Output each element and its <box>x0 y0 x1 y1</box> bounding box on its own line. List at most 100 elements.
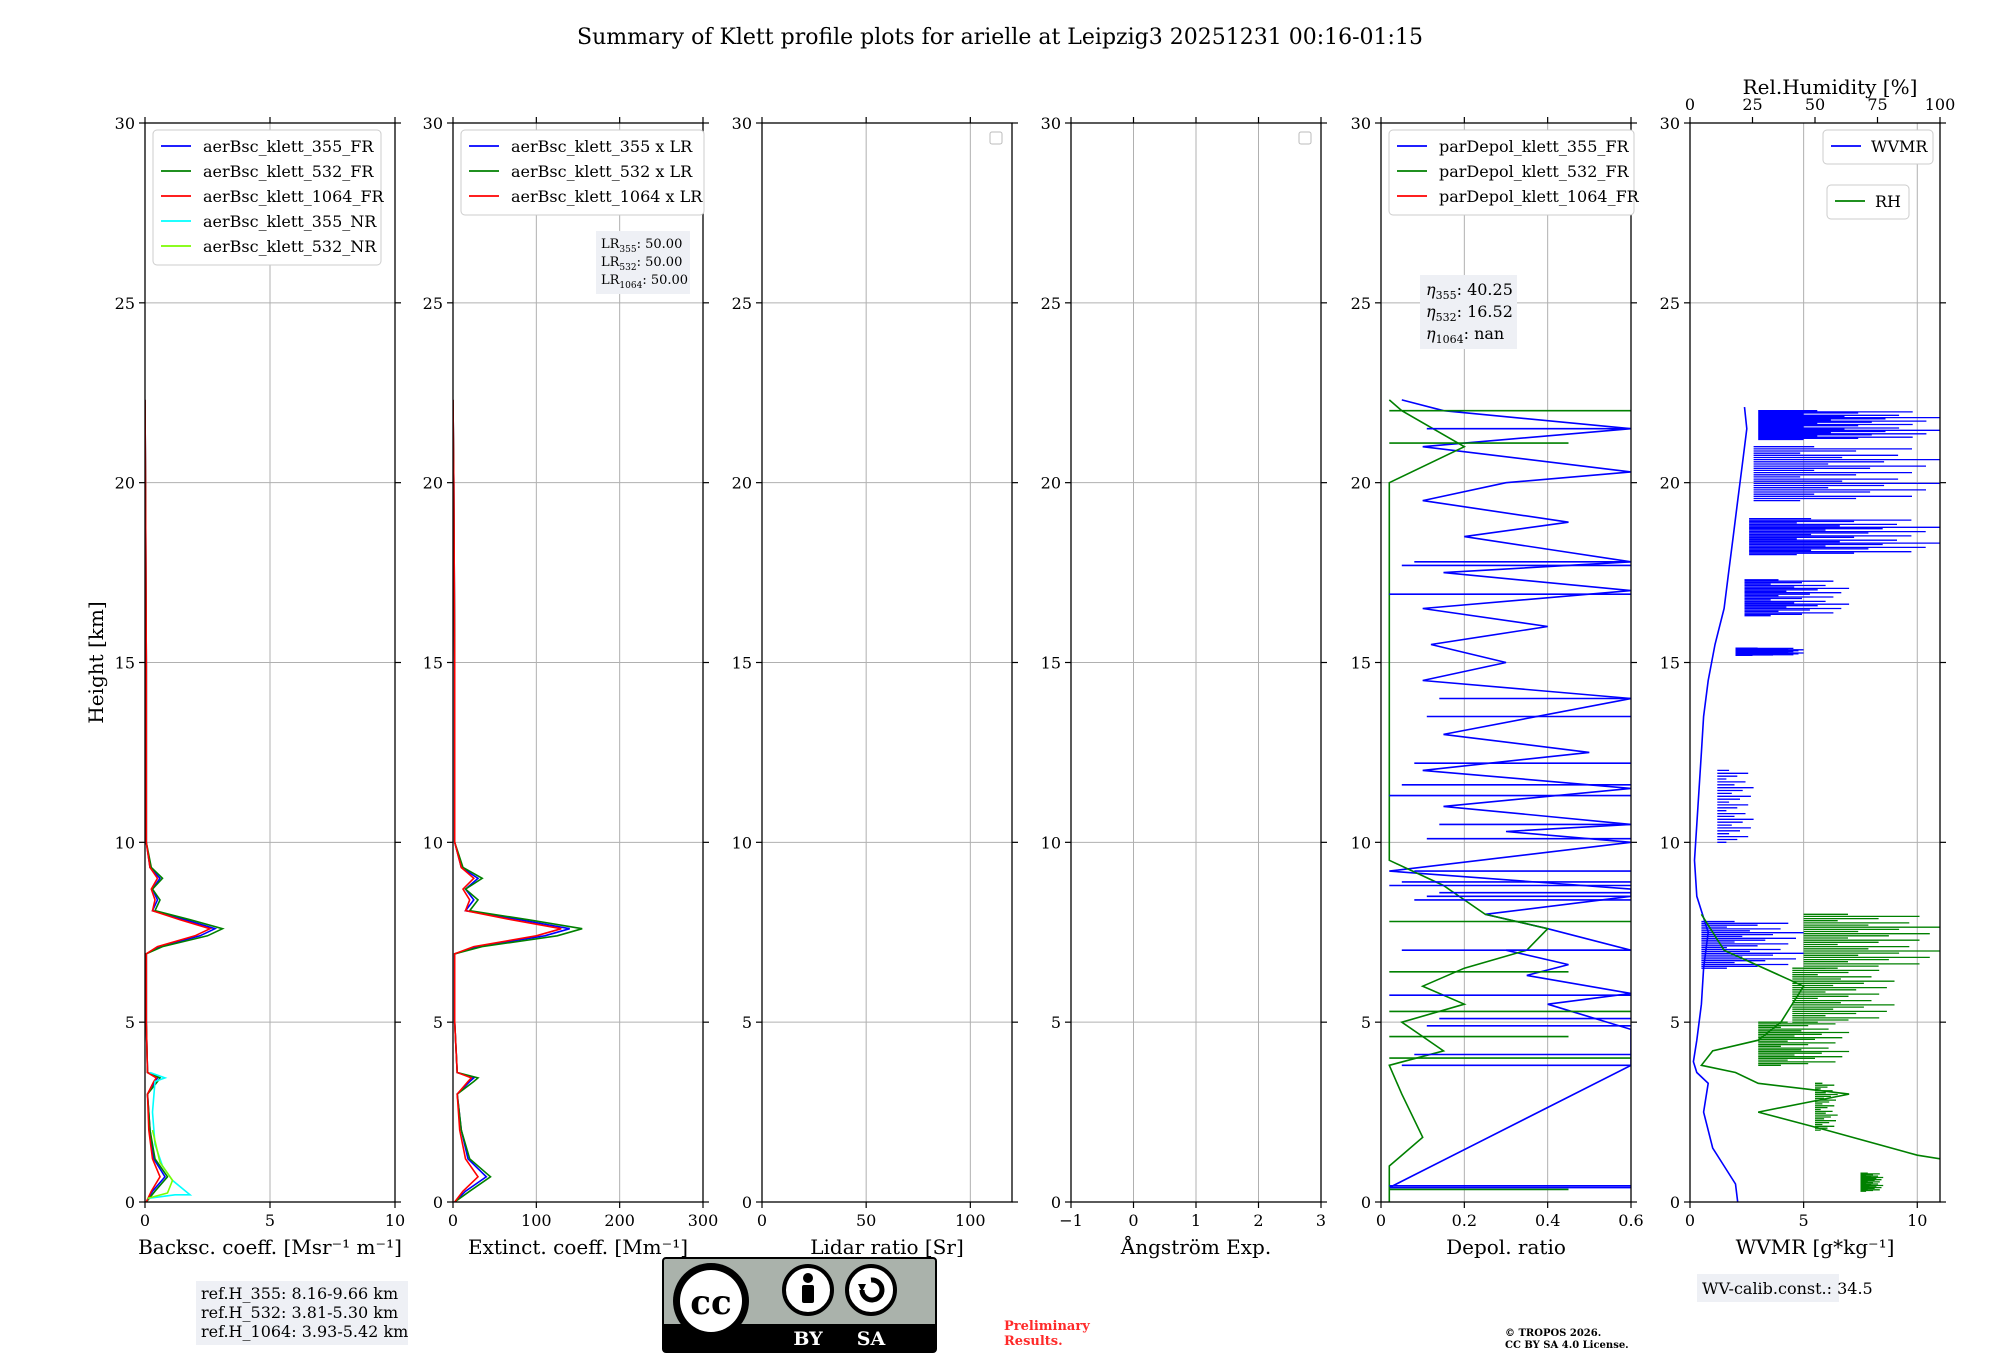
y-tick-label: 20 <box>423 474 443 493</box>
x-tick-label: 0 <box>1128 1211 1138 1230</box>
y-tick-label: 25 <box>423 294 443 313</box>
sa-share-arrowhead-icon <box>858 1284 866 1292</box>
x-tick-label: 0.6 <box>1618 1211 1643 1230</box>
top-x-tick-label: 75 <box>1867 95 1887 114</box>
y-tick-label: 5 <box>1361 1013 1371 1032</box>
legend-label: aerBsc_klett_355_NR <box>203 212 377 231</box>
eta-label-value: : nan <box>1464 324 1505 343</box>
annotation-bg <box>1420 275 1517 349</box>
legend-label: parDepol_klett_532_FR <box>1439 162 1630 181</box>
y-tick-label: 25 <box>1660 294 1680 313</box>
lidar-ratio-label-value: : 50.00 <box>637 255 683 270</box>
eta-label-subscript: 532 <box>1436 311 1457 324</box>
lidar-ratio-label-symbol: LR <box>601 237 621 252</box>
x-axis-label: Extinct. coeff. [Mm⁻¹] <box>468 1235 688 1259</box>
series-aerBsc_klett_532_NR-line <box>147 1129 174 1200</box>
figure-title: Summary of Klett profile plots for ariel… <box>577 25 1423 50</box>
eta-label: η1064: nan <box>1426 324 1504 346</box>
series-RH-spikes <box>1815 1082 1838 1131</box>
legend: parDepol_klett_355_FR parDepol_klett_532_… <box>1388 129 1640 216</box>
series-RH-spikes <box>1803 913 1940 969</box>
annotation-bg <box>1697 1274 1839 1302</box>
y-tick-label: 0 <box>433 1193 443 1212</box>
annotation-bg <box>596 231 690 294</box>
x-axis-label: Ångström Exp. <box>1120 1234 1271 1259</box>
y-tick-label: 5 <box>125 1013 135 1032</box>
series-parDepol_klett_355_FR-spikes <box>1389 427 1631 1187</box>
legend-box <box>1822 129 1934 165</box>
y-tick-label: 10 <box>115 833 135 852</box>
top-x-tick-label: 25 <box>1742 95 1762 114</box>
x-tick-label: 50 <box>856 1211 876 1230</box>
y-tick-label: 20 <box>115 474 135 493</box>
y-tick-label: 15 <box>423 654 443 673</box>
eta-label: η532: 16.52 <box>1426 302 1513 324</box>
y-tick-label: 0 <box>742 1193 752 1212</box>
legend: WVMR RH <box>1822 129 1934 220</box>
series-parDepol_klett_532_FR-line <box>1388 399 1550 1202</box>
legend-box <box>1826 184 1910 220</box>
panel-depolarization: 0 5 10 15 20 25 30 0 0.2 0.4 0.6 Depol. ratio parDep… <box>1351 114 1644 1259</box>
legend-label: aerBsc_klett_532 x LR <box>511 162 693 181</box>
sa-share-icon <box>845 1264 897 1316</box>
x-tick-label: 100 <box>955 1211 986 1230</box>
reference-height-label: ref.H_355: 8.16-9.66 km <box>201 1284 398 1303</box>
legend: aerBsc_klett_355_FR aerBsc_klett_532_FRae… <box>152 129 385 266</box>
x-axis-label: Backsc. coeff. [Msr⁻¹ m⁻¹] <box>138 1235 402 1259</box>
lidar-ratio-label-symbol: LR <box>601 273 621 288</box>
series-WVMR-spikes <box>1701 920 1804 969</box>
footer: cc BY SA Preliminary Results. © TROPOS 2… <box>662 1257 1629 1353</box>
y-tick-label: 30 <box>423 114 443 133</box>
eta-label-value: : 40.25 <box>1457 280 1513 299</box>
series-WVMR-spikes <box>1749 517 1940 556</box>
x-tick-label: 10 <box>1907 1211 1927 1230</box>
y-tick-label: 20 <box>1351 474 1371 493</box>
x-axis-label: WVMR [g*kg⁻¹] <box>1736 1235 1895 1259</box>
eta-label-symbol: η <box>1426 324 1436 343</box>
y-tick-label: 30 <box>1660 114 1680 133</box>
legend: aerBsc_klett_355 x LR aerBsc_klett_532 x … <box>460 129 705 216</box>
preliminary-line-2: Results. <box>1004 1334 1063 1349</box>
eta-label-symbol: η <box>1426 302 1436 321</box>
y-tick-label: 30 <box>1041 114 1061 133</box>
cc-icon-text: cc <box>690 1283 731 1323</box>
y-tick-label: 25 <box>1041 294 1061 313</box>
panels: 0 5 10 15 20 25 30 0 5 10 Backsc. coeff. [Msr⁻¹ m⁻… <box>84 75 1956 1345</box>
legend-label: parDepol_klett_355_FR <box>1439 137 1630 156</box>
panel-water_vapor: 0 5 10 15 20 25 30 0 5 10 WVMR [g*kg⁻¹] 0 25 50 75 100 R… <box>1660 75 1956 1302</box>
x-tick-label: 10 <box>385 1211 405 1230</box>
top-x-axis-label: Rel.Humidity [%] <box>1743 75 1918 99</box>
legend-box <box>460 129 705 216</box>
wv-calib-label: WV-calib.const.: 34.5 <box>1702 1279 1873 1298</box>
legend-label: aerBsc_klett_355 x LR <box>511 137 693 156</box>
annotation-bg <box>196 1281 408 1345</box>
y-tick-label: 5 <box>742 1013 752 1032</box>
lidar-ratio-label-subscript: 532 <box>619 263 636 273</box>
top-x-tick-label: 100 <box>1925 95 1956 114</box>
y-tick-label: 10 <box>423 833 443 852</box>
eta-label-symbol: η <box>1426 280 1436 299</box>
lidar-ratio-label-subscript: 1064 <box>619 281 642 291</box>
legend-label: aerBsc_klett_532_FR <box>203 162 374 181</box>
plot-area <box>1388 399 1631 1202</box>
series-WVMR-line <box>1692 407 1748 1202</box>
lidar-ratio-label-value: : 50.00 <box>642 273 688 288</box>
y-tick-label: 5 <box>433 1013 443 1032</box>
y-tick-label: 15 <box>1351 654 1371 673</box>
eta-label-value: : 16.52 <box>1457 302 1513 321</box>
sa-share-arrow-icon <box>859 1277 885 1303</box>
series-aerBsc_klett_532_FR-line <box>145 399 225 1202</box>
y-tick-label: 5 <box>1670 1013 1680 1032</box>
series-RH-spikes <box>1758 1021 1850 1066</box>
series-parDepol_klett_355_FR-line <box>1388 399 1631 1189</box>
y-tick-label: 20 <box>1041 474 1061 493</box>
legend-label: aerBsc_klett_1064_FR <box>203 187 385 206</box>
sa-label: SA <box>857 1328 886 1350</box>
plot-area <box>1692 407 1940 1202</box>
y-tick-label: 15 <box>732 654 752 673</box>
cc-license-badge[interactable]: cc BY SA <box>662 1257 937 1353</box>
legend-label: WVMR <box>1871 137 1928 156</box>
